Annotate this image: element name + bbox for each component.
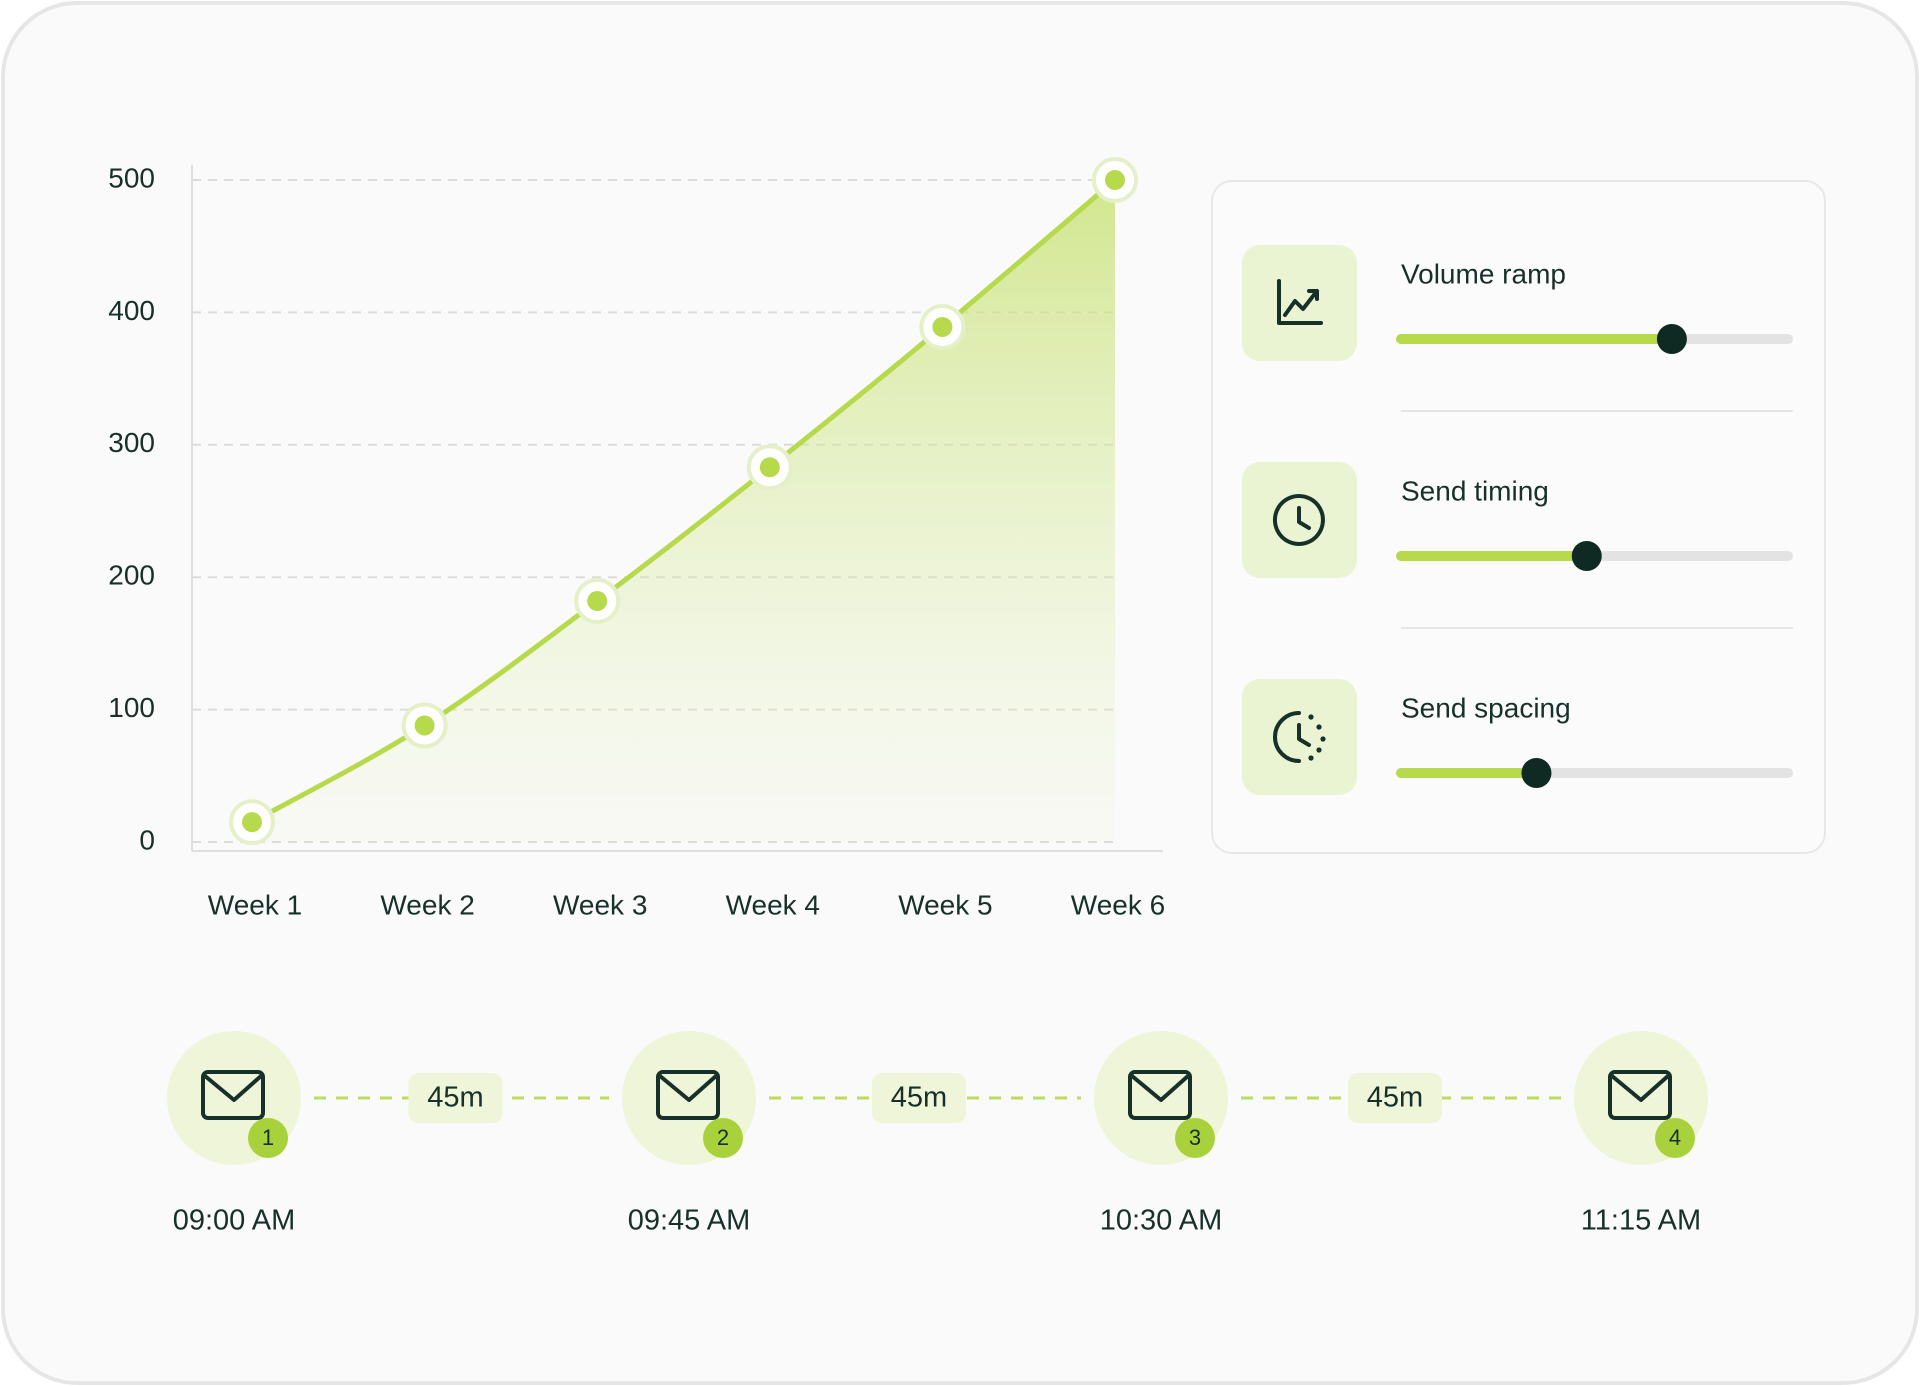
slider-knob[interactable] — [1656, 324, 1687, 354]
control-label: Send spacing — [1401, 692, 1571, 723]
step-time: 11:15 AM — [1581, 1205, 1701, 1237]
gap-pill — [408, 1073, 503, 1123]
slider-knob[interactable] — [1571, 541, 1602, 571]
x-tick-label: Week 6 — [1071, 889, 1165, 920]
icon — [1273, 711, 1326, 763]
point — [414, 715, 435, 736]
point — [759, 457, 780, 478]
icon-dot — [1316, 724, 1322, 730]
badge — [703, 1118, 743, 1158]
slider-knob[interactable] — [1521, 758, 1552, 788]
control-label: Send timing — [1401, 475, 1549, 506]
x-tick-label: Week 4 — [726, 889, 820, 920]
badge-number: 4 — [1669, 1125, 1681, 1150]
gap-pill — [1348, 1073, 1442, 1123]
x-tick-label: Week 1 — [208, 889, 302, 920]
point — [587, 591, 608, 612]
badge-number: 2 — [717, 1125, 729, 1150]
badge — [248, 1118, 288, 1158]
icon-dot — [1308, 714, 1314, 720]
x-tick-label: Week 2 — [380, 889, 474, 920]
badge — [1175, 1118, 1215, 1158]
gap-label: 45m — [427, 1082, 483, 1114]
icon-glyph — [1277, 279, 1323, 325]
icon-dot — [1320, 736, 1326, 742]
point — [242, 812, 262, 833]
badge — [1655, 1118, 1695, 1158]
point — [1105, 170, 1125, 190]
icon — [1272, 494, 1325, 546]
icon-dot — [1308, 755, 1314, 761]
y-tick-label: 0 — [139, 824, 155, 855]
gap-label: 45m — [1367, 1082, 1423, 1114]
badge-number: 3 — [1189, 1125, 1201, 1150]
icon-dot — [1316, 747, 1322, 753]
y-tick-label: 500 — [108, 162, 155, 193]
y-tick-label: 400 — [108, 295, 155, 326]
x-tick-label: Week 3 — [553, 889, 647, 920]
line — [250, 178, 1117, 825]
icon-glyph — [1273, 711, 1311, 763]
envelope-flap — [203, 1074, 263, 1102]
step-time: 09:45 AM — [628, 1205, 751, 1237]
step-time: 10:30 AM — [1100, 1205, 1223, 1237]
gap-label: 45m — [891, 1082, 947, 1114]
envelope — [656, 1070, 720, 1120]
envelope-flap — [1130, 1074, 1190, 1102]
gap-pill — [872, 1073, 966, 1123]
control-label: Volume ramp — [1401, 258, 1566, 289]
point — [932, 316, 953, 337]
envelope — [201, 1070, 265, 1120]
icon-glyph — [1272, 494, 1325, 546]
envelope-flap — [658, 1074, 718, 1102]
envelope-flap — [1610, 1074, 1670, 1102]
y-tick-label: 300 — [108, 427, 155, 458]
y-tick-label: 100 — [108, 692, 155, 723]
area — [252, 180, 1115, 842]
step-time: 09:00 AM — [173, 1205, 296, 1237]
badge-number: 1 — [262, 1125, 274, 1150]
icon — [1277, 279, 1323, 325]
envelope — [1608, 1070, 1672, 1120]
y-tick-label: 200 — [108, 560, 155, 591]
envelope — [1128, 1070, 1192, 1120]
content: 0 100 200 300 400 500 Week 1 Week 2 Week 3 Week 4… — [108, 157, 1793, 1237]
x-tick-label: Week 5 — [898, 889, 992, 920]
